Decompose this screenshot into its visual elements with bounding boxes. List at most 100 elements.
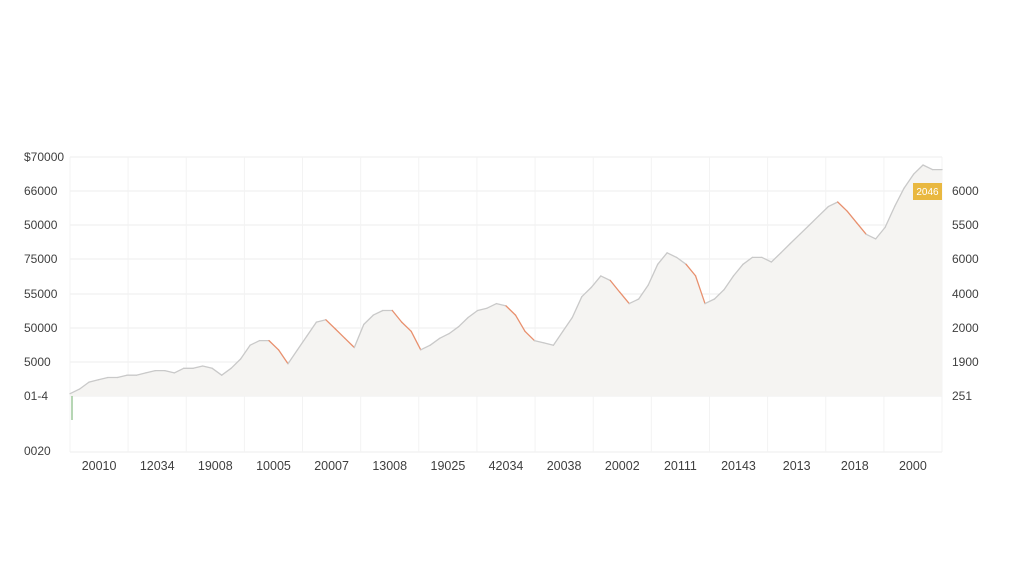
series-line-segment	[164, 369, 175, 374]
series-line-segment	[789, 233, 801, 245]
y-left-tick-label: 01-4	[24, 389, 48, 403]
series-line-segment	[818, 205, 829, 217]
x-tick-label: 42034	[489, 459, 524, 473]
series-line-segment	[173, 367, 185, 374]
series-line-segment	[296, 335, 308, 351]
series-line-segment	[723, 275, 735, 291]
series-line-segment	[429, 337, 441, 346]
series-line-segment	[78, 381, 90, 390]
series-line-segment	[571, 296, 583, 319]
series-line-segment	[647, 263, 659, 286]
series-line-segment	[401, 321, 412, 332]
series-line-segment	[609, 279, 621, 293]
y-left-tick-label: 75000	[24, 252, 58, 266]
series-line-segment	[476, 307, 488, 312]
series-line-segment	[277, 349, 289, 365]
x-tick-label: 10005	[256, 459, 291, 473]
series-line-segment	[581, 286, 592, 298]
x-tick-label: 20111	[664, 459, 697, 473]
series-line-segment	[505, 305, 517, 316]
series-line-segment	[325, 319, 337, 330]
series-line-segment	[780, 242, 791, 254]
series-line-segment	[856, 222, 867, 235]
series-line-segment	[439, 332, 450, 339]
series-line-segment	[675, 256, 687, 265]
y-right-tick-label: 4000	[952, 287, 979, 301]
series-line-segment	[657, 252, 668, 265]
series-line-segment	[202, 365, 213, 369]
series-line-segment	[922, 164, 934, 171]
series-line-segment	[865, 233, 877, 240]
series-line-segment	[912, 164, 924, 175]
series-line-segment	[334, 328, 346, 339]
series-line-segment	[732, 263, 744, 277]
y-left-tick-label: 66000	[24, 184, 58, 198]
x-tick-label: 20007	[314, 459, 349, 473]
series-line-segment	[315, 319, 327, 323]
series-line-segment	[239, 344, 251, 360]
x-tick-label: 20010	[82, 459, 117, 473]
series-line-segment	[619, 291, 630, 305]
series-line-segment	[875, 226, 886, 240]
series-line-segment	[638, 284, 649, 300]
y-right-tick-label: 251	[952, 389, 972, 403]
series-line-segment	[552, 330, 564, 346]
series-line-segment	[249, 339, 261, 346]
series-line-segment	[495, 302, 507, 307]
series-line-segment	[713, 289, 725, 300]
series-line-segment	[543, 342, 555, 346]
series-line-segment	[590, 275, 602, 289]
series-line-segment	[827, 201, 839, 208]
series-line-segment	[268, 339, 280, 351]
series-line-segment	[363, 314, 374, 326]
series-line-segment	[514, 314, 526, 332]
series-line-segment	[69, 388, 81, 395]
series-line-segment	[770, 252, 782, 263]
series-line-segment	[808, 215, 820, 226]
series-line-segment	[221, 367, 232, 376]
series-line-segment	[524, 330, 536, 342]
series-line-segment	[694, 275, 706, 305]
series-line-segment	[467, 309, 479, 319]
series-line-segment	[287, 349, 299, 365]
series-line-segment	[685, 263, 697, 277]
x-tick-label: 2018	[841, 459, 869, 473]
series-line-segment	[486, 302, 498, 309]
x-tick-label: 20002	[605, 459, 640, 473]
series-line-segment	[192, 365, 204, 369]
price-badge-label: 2046	[916, 187, 939, 198]
series-line-segment	[457, 316, 469, 328]
series-line-segment	[211, 367, 223, 376]
x-tick-label: 20143	[721, 459, 756, 473]
y-right-tick-label: 1900	[952, 355, 979, 369]
y-left-tick-label: 0020	[24, 444, 51, 458]
series-line-segment	[116, 374, 128, 379]
x-tick-label: 2000	[899, 459, 927, 473]
y-left-tick-label: 55000	[24, 287, 58, 301]
x-tick-label: 2013	[783, 459, 811, 473]
series-line-segment	[88, 379, 100, 383]
x-tick-label: 19008	[198, 459, 233, 473]
series-line-segment	[600, 275, 611, 282]
series-line-segment	[903, 173, 915, 189]
y-right-tick-label: 2000	[952, 321, 979, 335]
series-line-segment	[344, 337, 355, 349]
series-line-segment	[230, 358, 242, 369]
series-line-segment	[742, 256, 754, 265]
series-line-segment	[799, 224, 810, 235]
series-line-segment	[410, 330, 422, 351]
series-line-segment	[306, 321, 318, 337]
y-left-tick-label: 50000	[24, 321, 58, 335]
y-left-tick-label: $70000	[24, 150, 64, 164]
series-line-segment	[666, 252, 678, 259]
y-right-tick-label: 6000	[952, 252, 979, 266]
series-line-segment	[372, 309, 384, 316]
price-badge	[913, 183, 942, 200]
series-line-segment	[837, 201, 848, 212]
x-tick-label: 19025	[431, 459, 466, 473]
series-line-segment	[893, 187, 905, 208]
y-left-tick-label: 50000	[24, 218, 58, 232]
y-right-tick-label: 5500	[952, 218, 979, 232]
series-line-segment	[420, 344, 431, 351]
